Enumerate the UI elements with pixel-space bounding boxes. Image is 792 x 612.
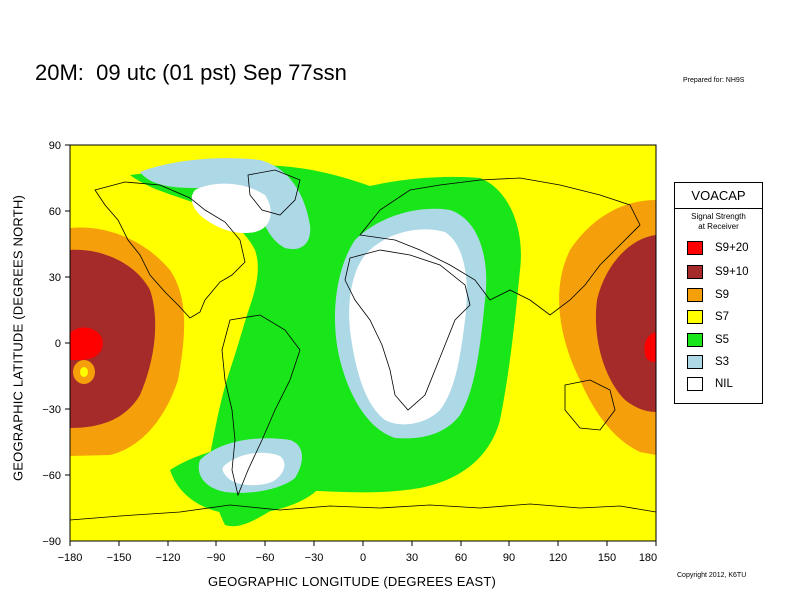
- legend-label: S9: [715, 289, 730, 301]
- legend-swatch: [687, 333, 703, 347]
- legend-label: NIL: [715, 378, 733, 390]
- legend-item-s3: S3: [687, 354, 729, 370]
- map-title: 20M: 09 utc (01 pst) Sep 77ssn: [35, 60, 347, 85]
- y-tick-label: −30: [42, 404, 61, 416]
- legend-title: VOACAP: [675, 183, 762, 209]
- coastline-antarctica: [70, 503, 656, 521]
- x-tick-label: 30: [406, 552, 418, 564]
- y-tick-label: 60: [49, 206, 61, 218]
- x-tick-label: −30: [305, 552, 324, 564]
- legend-item-s7: S7: [687, 309, 729, 325]
- x-tick-label: 120: [549, 552, 567, 564]
- legend-item-s9: S9: [687, 287, 729, 303]
- legend-swatch: [687, 241, 703, 255]
- x-tick-label: −90: [207, 552, 226, 564]
- prepared-for-note: Prepared for: NH9S: [683, 77, 745, 84]
- x-tick-label: −60: [256, 552, 275, 564]
- legend-label: S3: [715, 356, 730, 368]
- y-tick-label: −90: [42, 536, 61, 548]
- coastline-africa: [344, 249, 471, 411]
- legend-label: S9+10: [715, 266, 749, 278]
- zone-s7-spot: [80, 367, 88, 377]
- zone-nil-africa: [349, 229, 467, 425]
- y-tick-label: 0: [55, 338, 61, 350]
- zone-s3-arctic: [140, 158, 311, 250]
- legend-label: S5: [715, 334, 730, 346]
- coastline-australia: [564, 379, 616, 431]
- axis-ticks: [65, 144, 657, 546]
- x-tick-label: −150: [107, 552, 132, 564]
- legend-item-s9plus20: S9+20: [687, 240, 749, 256]
- continent-outlines: [70, 169, 656, 521]
- x-tick-label: 180: [639, 552, 657, 564]
- legend-label: S9+20: [715, 242, 749, 254]
- legend-swatch: [687, 377, 703, 391]
- legend-item-s5: S5: [687, 332, 729, 348]
- copyright-note: Copyright 2012, K6TU: [677, 572, 747, 579]
- legend-swatch: [687, 355, 703, 369]
- coastline-eurasia: [359, 177, 641, 316]
- legend-subtitle: Signal Strength at Receiver: [691, 212, 746, 231]
- y-tick-label: −60: [42, 470, 61, 482]
- x-tick-label: −180: [58, 552, 83, 564]
- legend-item-nil: NIL: [687, 376, 733, 392]
- coastline-greenland: [247, 169, 301, 216]
- x-tick-label: 60: [455, 552, 467, 564]
- y-axis-label: GEOGRAPHIC LATITUDE (DEGREES NORTH): [10, 194, 26, 482]
- x-tick-label: −120: [156, 552, 181, 564]
- x-tick-label: 150: [598, 552, 616, 564]
- legend-swatch: [687, 310, 703, 324]
- x-tick-label: 90: [503, 552, 515, 564]
- y-tick-label: 30: [49, 272, 61, 284]
- y-tick-label: 90: [49, 140, 61, 152]
- zone-nil-south: [222, 452, 285, 486]
- zone-s9plus20-west: [70, 327, 103, 360]
- zone-s9plus10-west: [70, 249, 156, 428]
- legend-swatch: [687, 288, 703, 302]
- coastline-north-america: [94, 181, 246, 319]
- x-axis-label: GEOGRAPHIC LONGITUDE (DEGREES EAST): [208, 574, 496, 589]
- signal-legend: VOACAP Signal Strength at Receiver S9+20…: [674, 182, 763, 404]
- legend-swatch: [687, 265, 703, 279]
- x-tick-label: 0: [360, 552, 366, 564]
- zone-s9plus20-east: [644, 332, 656, 362]
- coastline-south-america: [221, 314, 301, 497]
- legend-item-s9plus10: S9+10: [687, 264, 749, 280]
- zone-s9plus10-east: [595, 235, 656, 412]
- legend-label: S7: [715, 311, 730, 323]
